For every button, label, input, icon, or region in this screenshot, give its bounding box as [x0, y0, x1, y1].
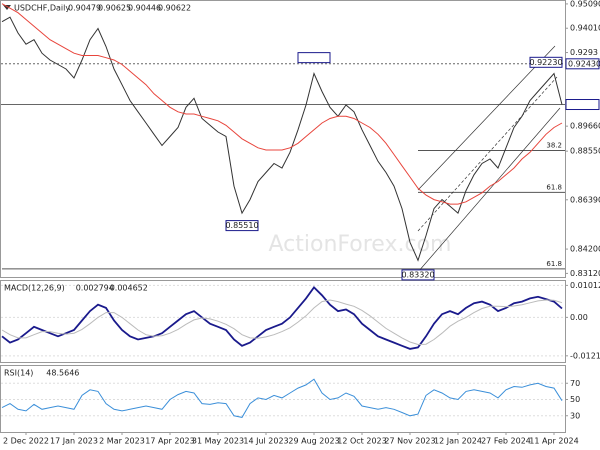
- indicator-readout: 0.004652: [110, 284, 148, 293]
- series-line: [1, 3, 563, 205]
- annotation-label: 0.83320: [401, 270, 434, 279]
- y-tick-label: -0.012178: [570, 351, 600, 360]
- x-tick-label: 31 May 2023: [192, 437, 244, 446]
- channel-line: [417, 107, 561, 273]
- x-tick-label: 29 Aug 2023: [288, 437, 339, 446]
- y-tick-label: 0.9293: [570, 48, 598, 57]
- y-tick-label: 30: [570, 411, 580, 420]
- y-tick-label: 0.86390: [570, 195, 600, 204]
- x-tick-label: 17 Apr 2023: [145, 437, 194, 446]
- chart-title: USDCHF,Daily: [14, 4, 70, 13]
- watermark: ActionForex.com: [269, 232, 452, 257]
- y-tick-label: 70: [570, 379, 580, 388]
- indicator-title: MACD(12,26,9): [4, 284, 65, 293]
- annotation-box: [401, 269, 435, 281]
- annotation-label: 0.85510: [225, 221, 258, 230]
- y-tick-label: 0.84200: [570, 245, 600, 254]
- x-tick-label: 17 Jan 2023: [50, 437, 98, 446]
- price-box: [565, 58, 600, 70]
- fib-label: 61.8: [546, 260, 562, 268]
- price-label: 0.92430: [568, 59, 600, 68]
- y-tick-label: 50: [570, 395, 580, 404]
- x-tick-label: 12 Oct 2023: [337, 437, 386, 446]
- price-box: [565, 99, 600, 111]
- channel-line: [417, 76, 558, 232]
- x-tick-label: 27 Nov 2023: [384, 437, 435, 446]
- annotation-box: [529, 56, 563, 68]
- x-tick-label: 12 Jan 2024: [434, 437, 482, 446]
- main-panel: [0, 0, 566, 278]
- indicator-readout: 0.002794: [76, 284, 114, 293]
- x-tick-label: 2 Mar 2023: [99, 437, 145, 446]
- y-tick-label: 0.00: [570, 313, 588, 322]
- series-line: [1, 299, 563, 346]
- ohlc-value: 0.90479: [68, 4, 101, 13]
- x-tick-label: 11 Apr 2024: [529, 437, 578, 446]
- x-tick-label: 27 Feb 2024: [481, 437, 531, 446]
- y-tick-label: 0.95090: [570, 0, 600, 8]
- channel-line: [417, 45, 556, 191]
- annotation-box: [225, 220, 259, 232]
- indicator-title: RSI(14): [4, 369, 33, 378]
- series-line: [1, 378, 563, 418]
- fib-label: 61.8: [546, 183, 562, 191]
- annotation-label: 0.92230: [529, 58, 562, 67]
- annotation-box: [297, 52, 331, 64]
- series-line: [1, 286, 563, 350]
- y-tick-label: 0.88550: [570, 147, 600, 156]
- x-tick-label: 14 Jul 2023: [243, 437, 288, 446]
- y-tick-label: 0.94010: [570, 24, 600, 33]
- macd-panel: [0, 280, 566, 363]
- fib-label: 38.2: [546, 141, 562, 149]
- y-tick-label: 0.89660: [570, 122, 600, 131]
- ohlc-value: 0.90622: [158, 4, 191, 13]
- ohlc-value: 0.90446: [128, 4, 161, 13]
- series-line: [1, 16, 563, 262]
- indicator-readout: 48.5646: [46, 369, 79, 378]
- ohlc-value: 0.90625: [98, 4, 131, 13]
- y-tick-label: 0.010126: [570, 281, 600, 290]
- menu-icon: [3, 5, 11, 10]
- x-tick-label: 2 Dec 2022: [3, 437, 49, 446]
- y-tick-label: 0.83120: [570, 269, 600, 278]
